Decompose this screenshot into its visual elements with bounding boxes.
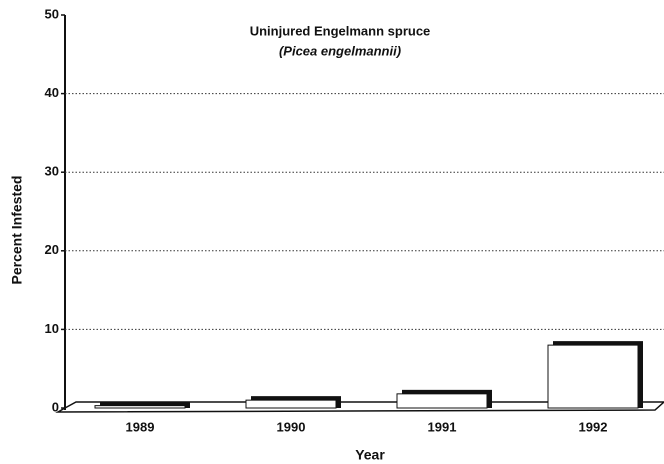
bar-shadow (100, 401, 190, 408)
y-tick-label: 0 (52, 399, 59, 414)
y-tick-label: 40 (45, 85, 59, 100)
y-tick-label: 10 (45, 321, 59, 336)
x-tick-label: 1992 (579, 419, 608, 434)
bar (396, 393, 488, 409)
bar (245, 399, 337, 409)
x-axis-label: Year (355, 447, 385, 463)
x-tick-label: 1990 (277, 419, 306, 434)
x-tick-label: 1991 (428, 419, 457, 434)
y-axis-label: Percent Infested (9, 176, 25, 285)
floor (55, 401, 664, 413)
y-tick-label: 50 (45, 6, 59, 21)
bar (94, 405, 186, 409)
x-tick-label: 1989 (126, 419, 155, 434)
y-tick-label: 30 (45, 164, 59, 179)
chart-title: Uninjured Engelmann spruce (250, 23, 431, 38)
y-tick-label: 20 (45, 242, 59, 257)
bar (547, 344, 639, 409)
chart-subtitle: (Picea engelmannii) (279, 43, 401, 58)
